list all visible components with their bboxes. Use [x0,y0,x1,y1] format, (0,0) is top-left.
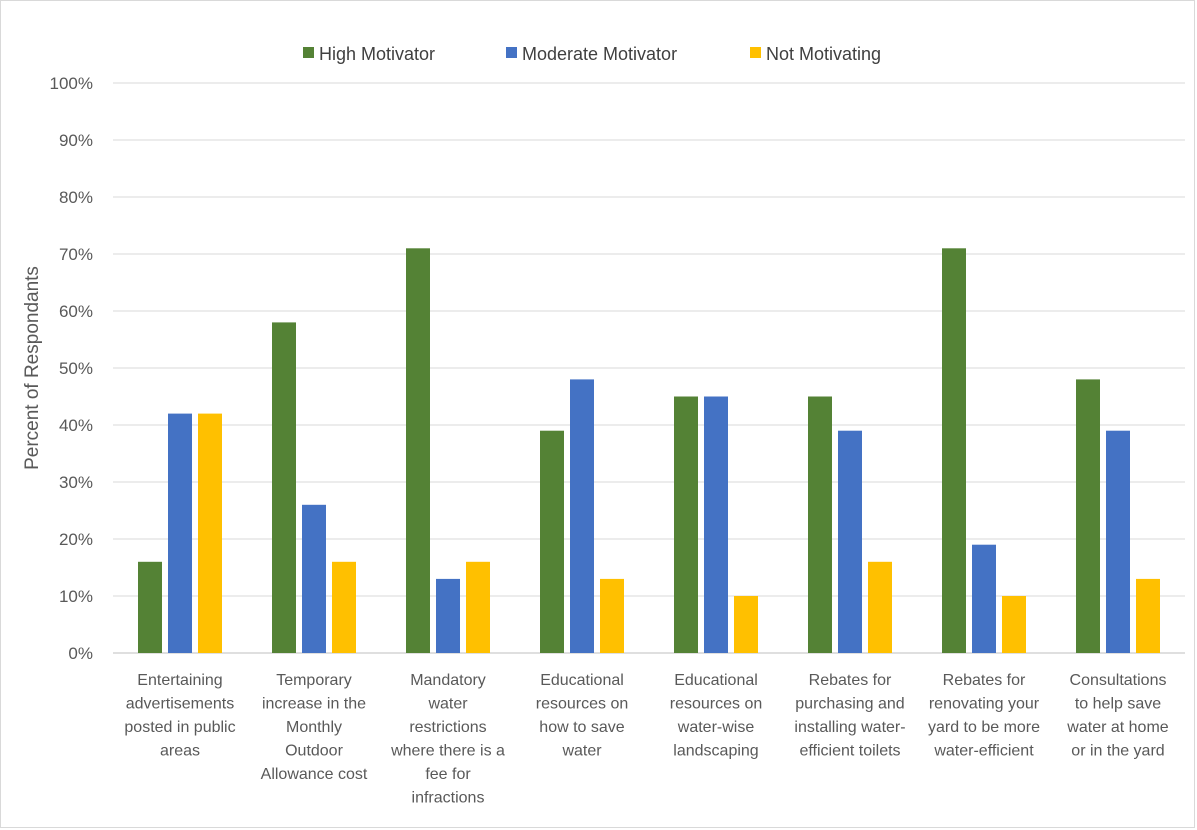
x-category-label: Rebates for purchasing and installing wate… [794,672,905,760]
bar-moderate-motivator [704,396,728,653]
bar-not-motivating [332,561,356,653]
bar-high-motivator [272,322,296,653]
bar-high-motivator [1076,379,1100,653]
bar-not-motivating [868,561,892,653]
y-tick-label: 50% [59,359,93,378]
y-tick-label: 10% [59,587,93,606]
bar-moderate-motivator [838,430,862,653]
legend-swatch [506,47,517,58]
x-category-label: Temporary increase in the Monthly Outdoor Al… [261,672,368,783]
legend-swatch [750,47,761,58]
x-axis-labels: Entertaining advertisements posted in publ… [124,672,1168,807]
bar-not-motivating [734,596,758,653]
legend: High Motivator Moderate Motivator Not Moti… [303,44,881,64]
x-category-label: Mandatory water restrictions where there is… [390,672,505,807]
bar-moderate-motivator [972,544,996,653]
bar-high-motivator [808,396,832,653]
legend-label: Moderate Motivator [522,44,677,64]
bar-moderate-motivator [436,578,460,653]
y-tick-label: 20% [59,530,93,549]
bar-high-motivator [138,561,162,653]
y-axis-title: Percent of Respondants [22,266,43,470]
legend-label: High Motivator [319,44,435,64]
y-tick-label: 70% [59,245,93,264]
y-axis-ticks: 0% 10% 20% 30% 40% 50% 60% 70% 80% 90% 100% [50,74,93,663]
bar-high-motivator [540,430,564,653]
x-category-label: Educational resources on how to save water [536,672,629,760]
bar-high-motivator [674,396,698,653]
bar-moderate-motivator [302,504,326,653]
y-tick-label: 30% [59,473,93,492]
bar-not-motivating [198,413,222,653]
bar-moderate-motivator [570,379,594,653]
y-tick-label: 80% [59,188,93,207]
bar-high-motivator [406,248,430,654]
bar-moderate-motivator [1106,430,1130,653]
bars [138,248,1160,654]
x-category-label: Entertaining advertisements posted in publ… [124,672,235,760]
legend-label: Not Motivating [766,44,881,64]
x-category-label: Educational resources on water-wise landsca… [670,672,763,760]
legend-swatch [303,47,314,58]
y-tick-label: 100% [50,74,93,93]
bar-not-motivating [466,561,490,653]
bar-not-motivating [1136,578,1160,653]
bar-high-motivator [942,248,966,654]
bar-not-motivating [1002,596,1026,653]
y-tick-label: 40% [59,416,93,435]
bar-moderate-motivator [168,413,192,653]
x-category-label: Consultations to help save water at home or… [1066,672,1168,760]
y-tick-label: 90% [59,131,93,150]
bar-not-motivating [600,578,624,653]
y-tick-label: 0% [68,644,93,663]
x-category-label: Rebates for renovating your yard to be mor… [928,672,1040,760]
y-tick-label: 60% [59,302,93,321]
